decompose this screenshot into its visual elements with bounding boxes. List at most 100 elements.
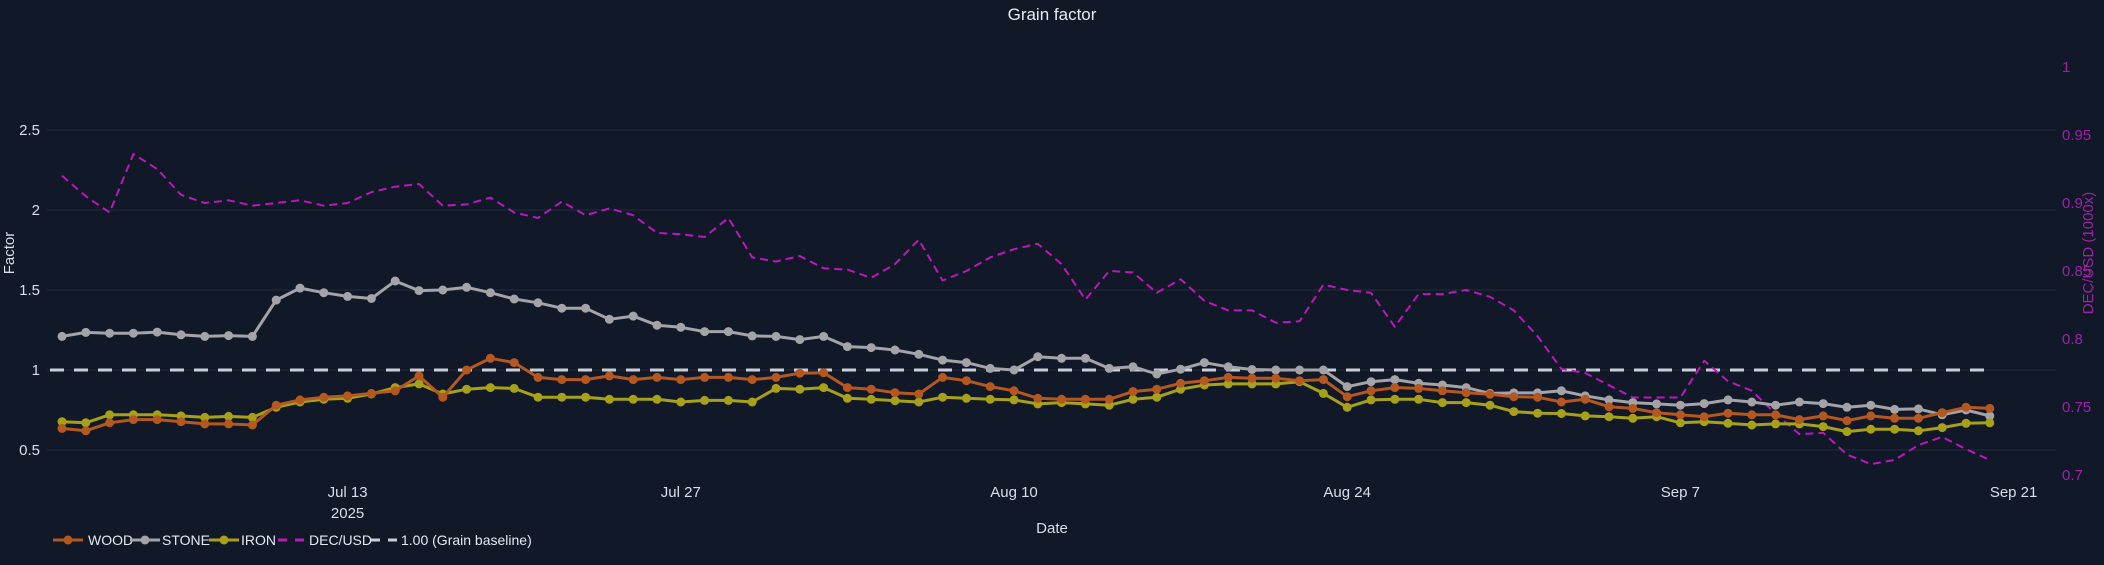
series-stone-marker [1652,399,1662,409]
series-wood-marker [938,372,948,382]
y2-axis-tick-label: 0.7 [2062,467,2083,484]
legend-item-dec-usd[interactable]: DEC/USD [278,532,372,548]
x-axis-tick-label: Aug 10 [990,484,1038,501]
legend-item-stone[interactable]: STONE [130,532,210,548]
series-stone-marker [1295,365,1305,375]
series-wood-marker [1961,402,1971,412]
x-axis-title: Date [1036,520,1068,537]
series-wood-marker [1628,403,1638,413]
series-wood-marker [628,375,638,385]
series-stone-marker [509,294,519,304]
series-wood-marker [485,353,495,363]
series-wood-marker [271,400,281,410]
series-stone-marker [842,342,852,352]
series-iron-marker [1628,413,1638,423]
series-iron-marker [1485,400,1495,410]
series-stone-marker [533,298,543,308]
series-iron-marker [914,397,924,407]
series-wood-marker [1247,373,1257,383]
series-wood-marker [1390,383,1400,393]
y2-axis-tick-label: 0.75 [2062,399,2091,416]
series-stone-marker [1104,363,1114,373]
series-wood-marker [1913,413,1923,423]
series-iron-marker [628,394,638,404]
series-stone-marker [795,335,805,345]
series-wood-marker [581,375,591,385]
plot-area[interactable] [47,45,2056,482]
series-stone-marker [128,328,138,338]
series-wood-marker [1485,389,1495,399]
series-wood-marker [890,388,900,398]
y2-axis-tick-label: 1 [2062,59,2070,76]
series-iron-marker [819,383,829,393]
series-stone-marker [105,328,115,338]
series-iron-marker [1318,388,1328,398]
legend-item-1-00-grain-baseline-[interactable]: 1.00 (Grain baseline) [371,532,532,548]
series-stone-marker [1699,399,1709,409]
x-axis-tick-sublabel: 2025 [331,505,364,522]
series-wood-marker [319,392,329,402]
series-iron-marker [1461,398,1471,408]
legend-item-iron[interactable]: IRON [209,532,276,548]
series-iron-marker [1414,394,1424,404]
series-stone-marker [771,331,781,341]
series-wood-marker [81,426,91,436]
y-axis-tick-label: 2 [32,202,40,219]
legend[interactable]: WOOD STONE IRON DEC/USD 1.00 (Grain baseline… [53,532,532,548]
series-wood-marker [1675,410,1685,420]
series-iron-marker [485,383,495,393]
series-wood-marker [366,388,376,398]
series-stone-marker [723,327,733,337]
series-stone-marker [462,282,472,292]
series-wood-marker [1556,397,1566,407]
series-stone-marker [1771,400,1781,410]
y2-axis-tick-label: 0.8 [2062,331,2083,348]
series-wood-marker [1176,378,1186,388]
series-iron-marker [866,394,876,404]
series-wood-marker [343,391,353,401]
series-wood-marker [1771,410,1781,420]
series-wood-marker [961,376,971,386]
series-iron-marker [1890,424,1900,434]
series-wood-marker [1533,392,1543,402]
series-wood-marker [1152,384,1162,394]
series-iron-marker [1128,394,1138,404]
series-stone-marker [961,358,971,368]
series-wood-marker [1985,403,1995,413]
series-iron-marker [509,383,519,393]
legend-marker-iron [219,535,229,545]
x-axis-tick-label: Jul 27 [661,484,701,501]
series-iron-marker [842,393,852,403]
y-axis-tick-label: 1.5 [19,282,40,299]
series-iron-marker [985,394,995,404]
series-stone-marker [700,327,710,337]
series-wood-marker [985,382,995,392]
series-wood-marker [1818,411,1828,421]
series-wood-marker [1318,375,1328,385]
series-wood-marker [105,418,115,428]
series-stone-marker [1009,365,1019,375]
y-axis-tick-label: 0.5 [19,442,40,459]
series-wood-marker [604,371,614,381]
series-stone-marker [1247,365,1257,374]
series-iron-marker [57,417,67,427]
series-iron-marker [961,393,971,403]
series-stone-marker [1866,400,1876,410]
series-wood-marker [1723,408,1733,418]
legend-item-wood[interactable]: WOOD [53,532,133,548]
series-wood-marker [200,419,210,429]
series-iron-marker [747,397,757,407]
series-wood-marker [1414,383,1424,393]
series-wood-marker [1199,376,1209,386]
series-wood-marker [1080,394,1090,404]
y2-axis-tick-label: 0.85 [2062,263,2091,280]
series-stone-marker [819,331,829,341]
series-wood-marker [1271,373,1281,383]
series-stone-marker [1176,364,1186,374]
series-stone-marker [1223,362,1233,372]
series-wood-marker [247,420,257,430]
series-wood-marker [1437,386,1447,396]
series-stone-marker [628,311,638,321]
series-iron-marker [1556,409,1566,418]
